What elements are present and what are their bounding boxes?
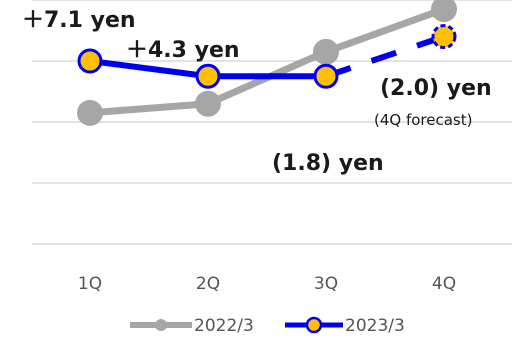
annotation-plus-4-3-yen: ＋4.3 yen xyxy=(126,38,240,63)
annotation-minus-2-0-yen: (2.0) yen xyxy=(380,76,492,101)
x-tick-1Q: 1Q xyxy=(78,274,102,294)
annotation-plus-7-1-yen: ＋7.1 yen xyxy=(22,8,136,33)
point-2023-3-1Q xyxy=(77,48,103,74)
legend-marker-2022-3 xyxy=(155,319,167,331)
series-layer xyxy=(77,0,457,126)
x-tick-2Q: 2Q xyxy=(196,274,220,294)
point-2023-3-3Q xyxy=(313,63,339,89)
legend-label-2023-3: 2023/3 xyxy=(345,316,405,336)
point-2022-3-2Q xyxy=(195,90,221,117)
legend: 2022/3 2023/3 xyxy=(130,316,405,336)
legend-item-2023-3: 2023/3 xyxy=(285,316,405,336)
annotation-4q-forecast: (4Q forecast) xyxy=(374,111,472,129)
x-tick-3Q: 3Q xyxy=(314,274,338,294)
legend-item-2022-3: 2022/3 xyxy=(130,316,254,336)
x-tick-4Q: 4Q xyxy=(432,274,456,294)
legend-marker-2023-3 xyxy=(305,316,323,334)
point-2023-3-2Q xyxy=(195,63,221,89)
series-line-2023-3-forecast xyxy=(325,33,445,80)
point-2023-3-4Q xyxy=(431,24,457,50)
point-2022-3-3Q xyxy=(313,38,339,65)
point-2022-3-4Q xyxy=(431,0,457,23)
point-2022-3-1Q xyxy=(77,99,103,126)
legend-label-2022-3: 2022/3 xyxy=(194,316,254,336)
x-axis-ticks: 1Q 2Q 3Q 4Q xyxy=(78,274,456,294)
annotation-minus-1-8-yen: (1.8) yen xyxy=(272,151,384,176)
